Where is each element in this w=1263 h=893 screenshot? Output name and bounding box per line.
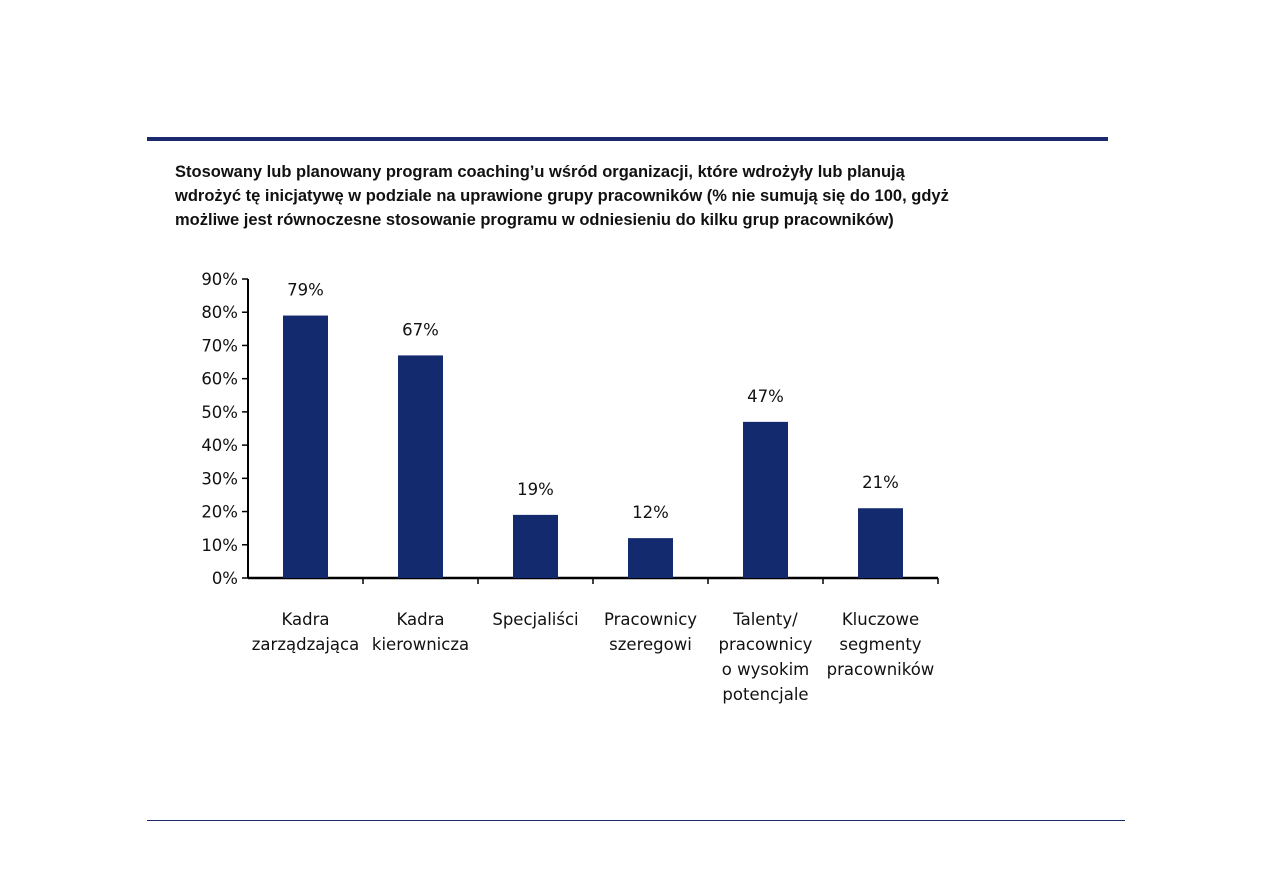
y-tick-label: 10% xyxy=(201,536,238,555)
category-labels: Kadra zarządzająca Kadra kierownicza Specjal… xyxy=(252,610,935,704)
y-tick-label: 60% xyxy=(201,370,238,389)
data-label: 12% xyxy=(632,503,669,522)
category-label-line: potencjale xyxy=(722,685,808,704)
bar xyxy=(858,508,903,578)
x-axis xyxy=(248,576,939,584)
category-label-line: Kadra xyxy=(281,610,329,629)
data-label: 79% xyxy=(287,281,324,300)
category-label-line: zarządzająca xyxy=(252,635,359,654)
chart-title: Stosowany lub planowany program coaching… xyxy=(175,163,949,229)
bottom-rule xyxy=(147,820,1125,821)
category-label: Kadra kierownicza xyxy=(372,610,469,654)
data-label: 21% xyxy=(862,473,899,492)
category-label-line: o wysokim xyxy=(722,660,810,679)
category-label: Talenty/pracownicy o wysokim potencjale xyxy=(719,610,813,704)
category-label-line: segmenty xyxy=(839,635,921,654)
y-tick-label: 40% xyxy=(201,436,238,455)
y-tick-label: 0% xyxy=(212,569,238,588)
top-rule xyxy=(147,137,1108,141)
y-tick-label: 70% xyxy=(201,336,238,355)
category-label-line: pracowników xyxy=(827,660,935,679)
category-label-line: Talenty/ xyxy=(732,610,798,629)
y-tick-label: 50% xyxy=(201,403,238,422)
data-label: 19% xyxy=(517,480,554,499)
category-label-line: kierownicza xyxy=(372,635,469,654)
y-tick-label: 30% xyxy=(201,469,238,488)
y-tick-label: 20% xyxy=(201,503,238,522)
y-axis: 0% 10% 20% 30% 40% 50% 60% 70% 80% 90% xyxy=(201,270,249,588)
bar xyxy=(283,315,328,578)
category-label-line: Kluczowe xyxy=(842,610,919,629)
category-label-line: Kadra xyxy=(396,610,444,629)
data-label: 67% xyxy=(402,320,439,339)
category-label-line: Pracownicy xyxy=(604,610,697,629)
bar xyxy=(513,514,558,578)
category-label: Kadra zarządzająca xyxy=(252,610,359,654)
category-label: Specjaliści xyxy=(492,610,578,629)
category-label-line: pracownicy xyxy=(719,635,813,654)
bar xyxy=(743,421,788,578)
bars xyxy=(283,315,903,578)
bar xyxy=(398,355,443,578)
bar xyxy=(628,538,673,578)
y-tick-label: 90% xyxy=(201,270,238,289)
category-label: Kluczowe segmenty pracowników xyxy=(827,610,935,679)
y-tick-label: 80% xyxy=(201,303,238,322)
category-label-line: szeregowi xyxy=(609,635,692,654)
data-label: 47% xyxy=(747,387,784,406)
category-label: Pracownicy szeregowi xyxy=(604,610,697,654)
data-labels: 79% 67% 19% 12% 47% 21% xyxy=(287,281,899,523)
category-label-line: Specjaliści xyxy=(492,610,578,629)
